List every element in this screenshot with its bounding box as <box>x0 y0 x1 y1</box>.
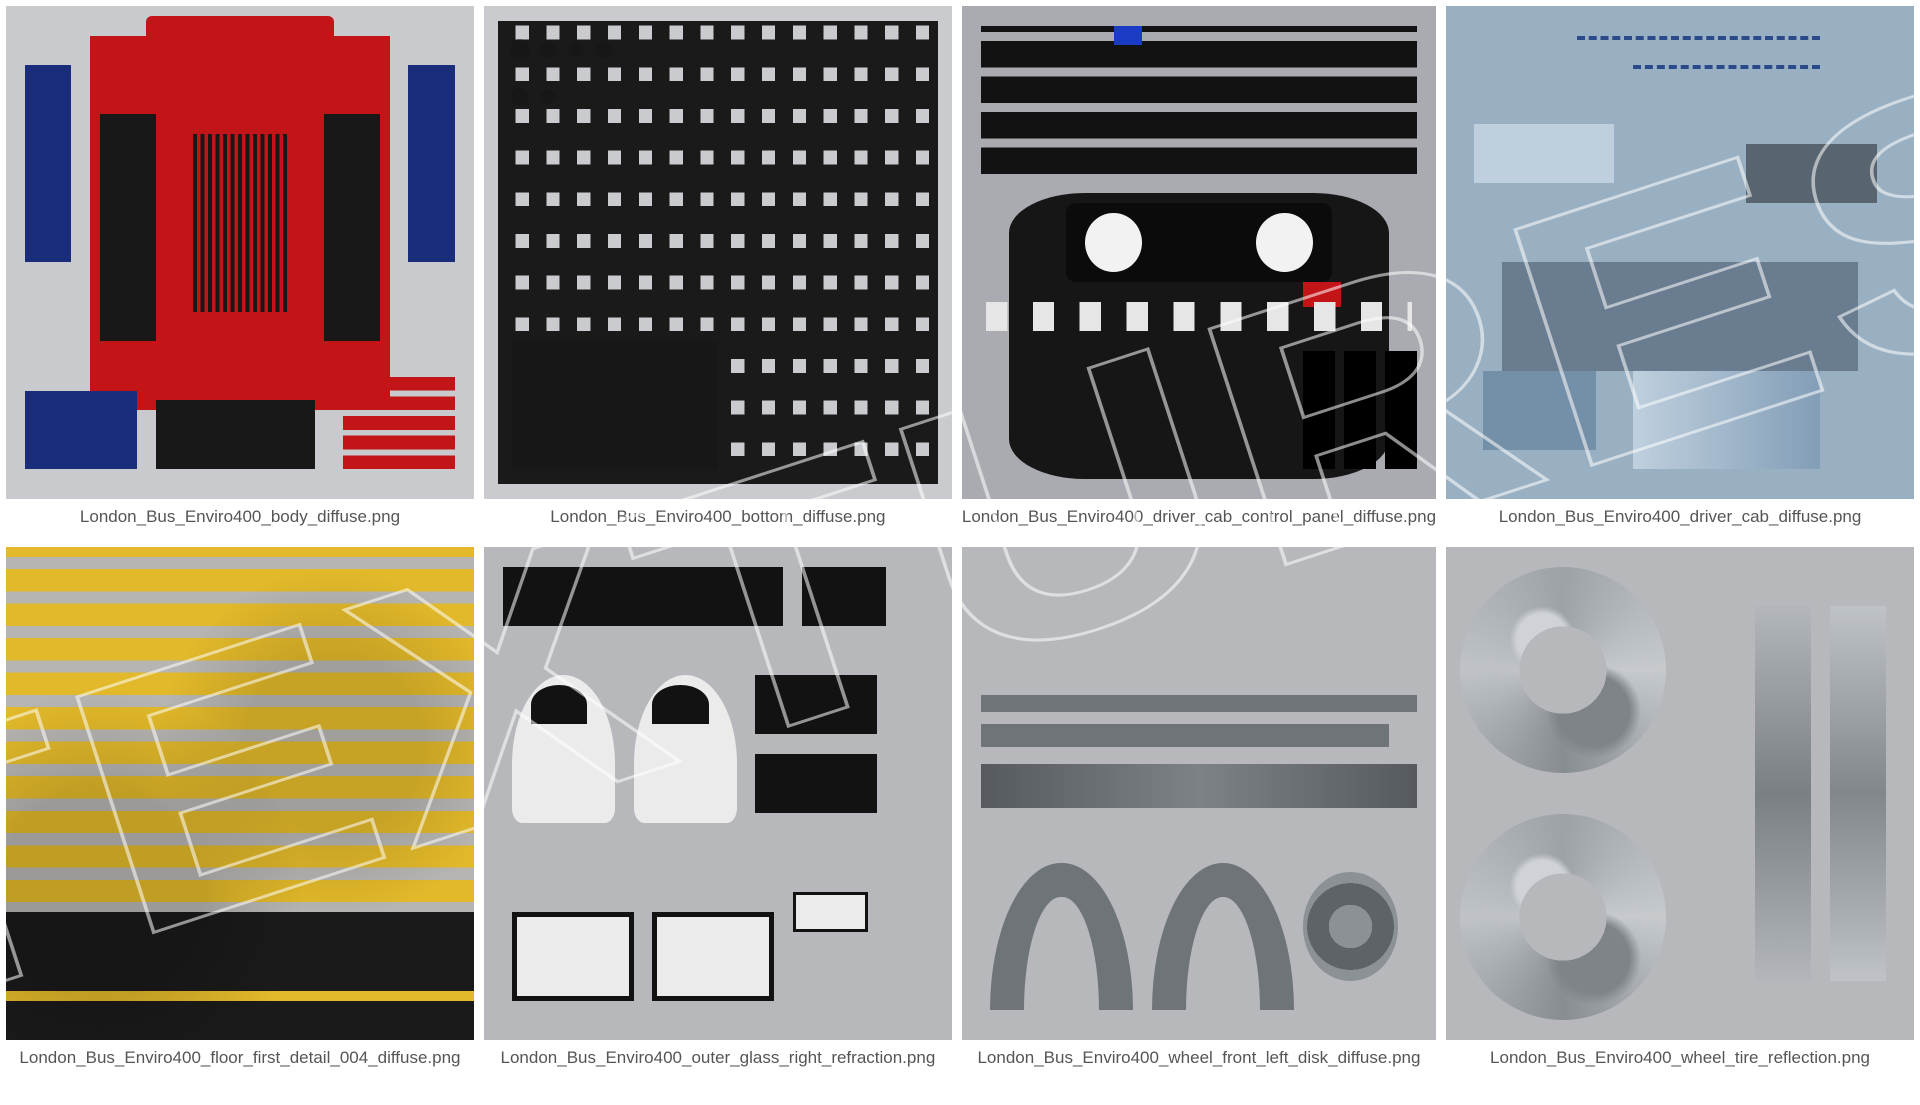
texture-cell[interactable]: London_Bus_Enviro400_outer_glass_right_r… <box>484 547 952 1070</box>
caption: London_Bus_Enviro400_driver_cab_diffuse.… <box>1499 499 1862 529</box>
texture-cell[interactable]: London_Bus_Enviro400_floor_first_detail_… <box>6 547 474 1070</box>
texture-cell[interactable]: London_Bus_Enviro400_body_diffuse.png <box>6 6 474 529</box>
texture-cell[interactable]: London_Bus_Enviro400_wheel_front_left_di… <box>962 547 1436 1070</box>
texture-cell[interactable]: London_Bus_Enviro400_bottom_diffuse.png <box>484 6 952 529</box>
caption: London_Bus_Enviro400_wheel_tire_reflecti… <box>1490 1040 1870 1070</box>
texture-cell[interactable]: London_Bus_Enviro400_driver_cab_diffuse.… <box>1446 6 1914 529</box>
caption: London_Bus_Enviro400_outer_glass_right_r… <box>501 1040 936 1070</box>
thumbnail-control-panel[interactable] <box>962 6 1436 499</box>
thumbnail-wheel-disk[interactable] <box>962 547 1436 1040</box>
thumbnail-floor-detail[interactable] <box>6 547 474 1040</box>
texture-cell[interactable]: London_Bus_Enviro400_driver_cab_control_… <box>962 6 1436 529</box>
thumbnail-bottom-diffuse[interactable] <box>484 6 952 499</box>
caption: London_Bus_Enviro400_driver_cab_control_… <box>962 499 1436 529</box>
texture-grid: London_Bus_Enviro400_body_diffuse.png Lo… <box>0 0 1920 1080</box>
thumbnail-tire-reflection[interactable] <box>1446 547 1914 1040</box>
thumbnail-body-diffuse[interactable] <box>6 6 474 499</box>
thumbnail-driver-cab[interactable] <box>1446 6 1914 499</box>
texture-cell[interactable]: London_Bus_Enviro400_wheel_tire_reflecti… <box>1446 547 1914 1070</box>
caption: London_Bus_Enviro400_bottom_diffuse.png <box>550 499 885 529</box>
caption: London_Bus_Enviro400_floor_first_detail_… <box>19 1040 460 1070</box>
caption: London_Bus_Enviro400_body_diffuse.png <box>80 499 400 529</box>
caption: London_Bus_Enviro400_wheel_front_left_di… <box>977 1040 1420 1070</box>
thumbnail-outer-glass[interactable] <box>484 547 952 1040</box>
